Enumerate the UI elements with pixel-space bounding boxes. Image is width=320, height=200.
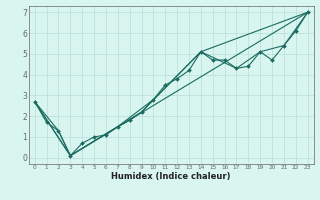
X-axis label: Humidex (Indice chaleur): Humidex (Indice chaleur)	[111, 172, 231, 181]
